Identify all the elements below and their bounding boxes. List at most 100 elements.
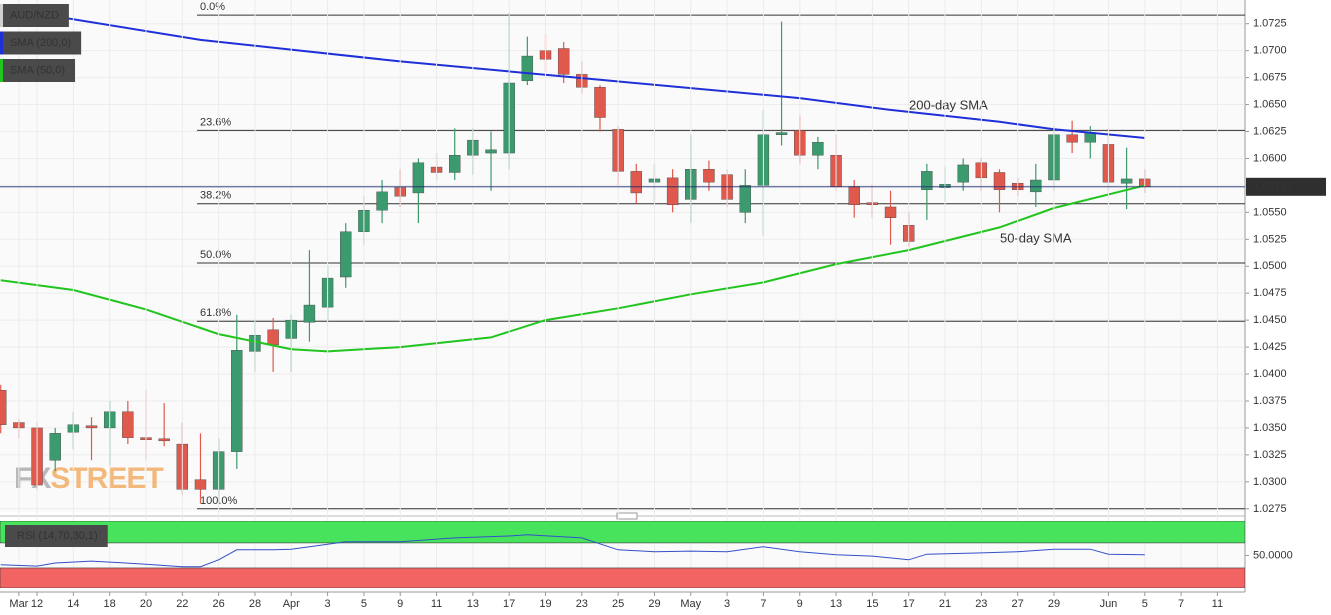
y-tick-label: 50.0000 — [1253, 549, 1293, 561]
fib-label: 0.0% — [200, 1, 225, 13]
x-tick-label: 13 — [830, 598, 842, 610]
divider-handle[interactable] — [616, 512, 638, 520]
x-tick-label: 26 — [213, 598, 225, 610]
x-tick-label: 23 — [576, 598, 588, 610]
candle-body — [666, 177, 679, 205]
candle-body — [594, 87, 606, 118]
y-tick-label: 1.0375 — [1253, 395, 1287, 407]
legend-box[interactable] — [0, 31, 82, 55]
fib-label: 50.0% — [200, 249, 231, 261]
y-tick-label: 1.0425 — [1253, 341, 1287, 353]
candle-body — [775, 132, 788, 135]
fib-label: 38.2% — [200, 190, 231, 202]
x-tick-label: May — [680, 598, 701, 610]
rsi-line — [0, 534, 1145, 568]
legend-box[interactable] — [5, 525, 108, 547]
sma-annotation: 200-day SMA — [909, 98, 988, 113]
y-tick-label: 1.0500 — [1253, 260, 1287, 272]
y-tick-label: 1.0625 — [1253, 126, 1287, 138]
x-tick-label: 5 — [361, 598, 367, 610]
fib-label: 23.6% — [200, 116, 231, 128]
candle-body — [812, 142, 824, 156]
price-panel — [0, 0, 1245, 512]
candle-body — [703, 169, 715, 183]
candle-body — [0, 389, 7, 425]
legend-label: SMA (200,0) — [10, 37, 71, 49]
candle-body — [485, 149, 497, 154]
x-tick-label: 9 — [397, 598, 403, 610]
candle-body — [231, 350, 243, 452]
y-tick-label: 1.0475 — [1253, 287, 1287, 299]
x-tick-label: 5 — [1142, 598, 1148, 610]
y-tick-label: 1.0275 — [1253, 503, 1287, 515]
candle-body — [303, 304, 316, 323]
fib-label: 61.8% — [200, 307, 231, 319]
candle-body — [158, 438, 170, 442]
y-tick-label: 1.0450 — [1253, 314, 1287, 326]
legend-swatch — [0, 31, 3, 55]
x-tick-label: 3 — [724, 598, 730, 610]
x-tick-label: 7 — [1178, 598, 1184, 610]
x-tick-label: Jun — [1100, 598, 1118, 610]
rsi-band — [0, 567, 1245, 588]
last-price-label: 1.05737 — [1253, 181, 1293, 193]
legend-swatch — [0, 59, 3, 82]
y-tick-label: 1.0675 — [1253, 72, 1287, 84]
candle-body — [1066, 134, 1078, 143]
x-tick-label: 20 — [140, 598, 152, 610]
y-tick-label: 1.0400 — [1253, 368, 1287, 380]
legend-label: RSI (14,70,30,1) — [17, 530, 98, 542]
y-tick-label: 1.0350 — [1253, 422, 1287, 434]
last-price-box — [1246, 177, 1326, 196]
candle-body — [1120, 178, 1133, 184]
candle-body — [340, 231, 352, 278]
legend-box[interactable] — [0, 4, 69, 27]
y-tick-label: 1.0325 — [1253, 449, 1287, 461]
legend-label: SMA (50,0) — [10, 65, 65, 77]
candle-body — [376, 191, 388, 211]
x-tick-label: 11 — [1212, 598, 1223, 610]
y-tick-label: 1.0600 — [1253, 152, 1287, 164]
candle-body — [557, 48, 570, 75]
x-tick-label: 23 — [975, 598, 987, 610]
candle-body — [993, 172, 1006, 190]
x-tick-label: 19 — [539, 598, 551, 610]
y-tick-label: 1.0700 — [1253, 45, 1287, 57]
x-tick-label: 29 — [1048, 598, 1060, 610]
legend-box[interactable] — [0, 59, 76, 82]
plot-area — [0, 521, 1245, 588]
x-tick-label: 12 — [31, 598, 43, 610]
candle-body — [85, 425, 98, 429]
x-tick-label: 29 — [648, 598, 660, 610]
x-tick-label: Apr — [283, 598, 300, 610]
candle-body — [921, 171, 933, 190]
candle-body — [739, 185, 751, 213]
y-tick-label: 1.0725 — [1253, 18, 1287, 30]
candle-body — [521, 55, 534, 82]
candle-body — [122, 411, 134, 438]
x-tick-label: 22 — [176, 598, 188, 610]
x-tick-label: 11 — [431, 598, 442, 610]
x-tick-label: 3 — [325, 598, 331, 610]
sma-annotation: 50-day SMA — [1000, 231, 1072, 246]
legend-swatch — [0, 4, 3, 27]
legend-label: AUD/NZD — [10, 10, 59, 22]
y-tick-label: 1.0300 — [1253, 476, 1287, 488]
x-tick-label: 15 — [866, 598, 878, 610]
candle-body — [884, 206, 897, 218]
x-tick-label: 18 — [104, 598, 116, 610]
candle-body — [449, 155, 461, 173]
candle-body — [49, 433, 61, 461]
x-tick-label: 9 — [797, 598, 803, 610]
x-tick-label: 17 — [903, 598, 915, 610]
watermark-part: STREET — [50, 462, 163, 495]
x-tick-label: 14 — [67, 598, 79, 610]
y-tick-label: 1.0650 — [1253, 99, 1287, 111]
x-tick-label: 25 — [612, 598, 624, 610]
candle-body — [957, 164, 969, 183]
candle-body — [1030, 179, 1042, 193]
x-tick-label: Mar — [9, 598, 28, 610]
x-tick-label: 21 — [939, 598, 951, 610]
